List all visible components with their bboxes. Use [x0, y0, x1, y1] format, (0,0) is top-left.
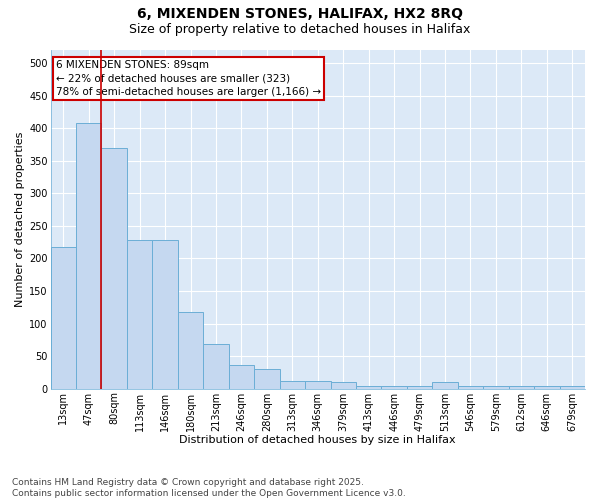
Bar: [101, 148, 127, 388]
Bar: [229, 364, 254, 388]
Text: 6, MIXENDEN STONES, HALIFAX, HX2 8RQ: 6, MIXENDEN STONES, HALIFAX, HX2 8RQ: [137, 8, 463, 22]
Text: Contains HM Land Registry data © Crown copyright and database right 2025.
Contai: Contains HM Land Registry data © Crown c…: [12, 478, 406, 498]
Bar: [356, 386, 382, 388]
Bar: [331, 382, 356, 388]
Bar: [152, 240, 178, 388]
Text: Size of property relative to detached houses in Halifax: Size of property relative to detached ho…: [130, 22, 470, 36]
Bar: [382, 386, 407, 388]
Y-axis label: Number of detached properties: Number of detached properties: [15, 132, 25, 307]
Bar: [280, 381, 305, 388]
Bar: [203, 344, 229, 389]
Bar: [483, 386, 509, 388]
X-axis label: Distribution of detached houses by size in Halifax: Distribution of detached houses by size …: [179, 435, 456, 445]
Bar: [254, 369, 280, 388]
Bar: [305, 381, 331, 388]
Bar: [127, 240, 152, 388]
Bar: [534, 386, 560, 388]
Bar: [76, 123, 101, 388]
Bar: [178, 312, 203, 388]
Bar: [509, 386, 534, 388]
Text: 6 MIXENDEN STONES: 89sqm
← 22% of detached houses are smaller (323)
78% of semi-: 6 MIXENDEN STONES: 89sqm ← 22% of detach…: [56, 60, 321, 96]
Bar: [407, 386, 433, 388]
Bar: [50, 246, 76, 388]
Bar: [433, 382, 458, 388]
Bar: [560, 386, 585, 388]
Bar: [458, 386, 483, 388]
